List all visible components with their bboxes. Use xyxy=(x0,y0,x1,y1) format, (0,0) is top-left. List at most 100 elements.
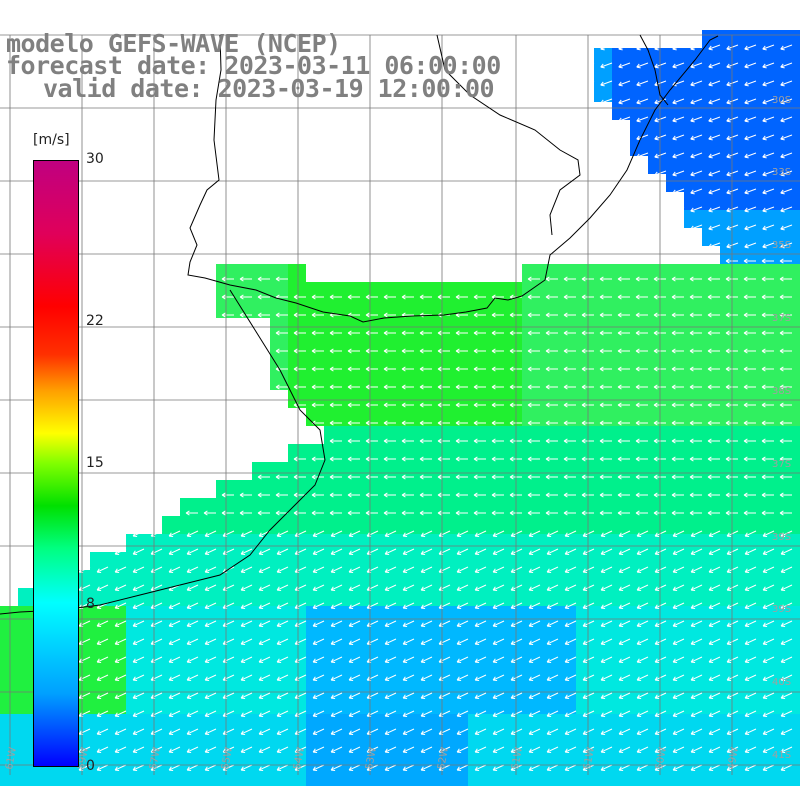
speed-cell xyxy=(432,498,450,516)
speed-cell xyxy=(594,534,612,552)
wind-arrow xyxy=(348,710,361,717)
speed-cell xyxy=(756,624,774,642)
wind-arrow xyxy=(276,530,289,537)
speed-cell xyxy=(630,66,648,84)
speed-cell xyxy=(162,678,180,696)
wind-arrow xyxy=(761,312,774,318)
speed-cell xyxy=(702,102,720,120)
speed-cell xyxy=(738,30,756,48)
wind-arrow xyxy=(114,656,127,663)
wind-arrow xyxy=(528,710,541,717)
wind-arrow xyxy=(402,674,415,681)
speed-cell xyxy=(774,30,792,48)
speed-cell xyxy=(126,750,144,768)
speed-cell xyxy=(360,606,378,624)
wind-arrow xyxy=(672,584,685,591)
speed-cell xyxy=(666,714,684,732)
speed-cell xyxy=(774,390,792,408)
wind-arrow xyxy=(636,116,649,123)
wind-arrow xyxy=(437,366,450,372)
wind-arrow xyxy=(311,312,324,318)
wind-arrow xyxy=(744,98,757,105)
wind-arrow xyxy=(779,276,792,282)
speed-cell xyxy=(414,444,432,462)
speed-cell xyxy=(720,192,738,210)
wind-arrow xyxy=(294,710,307,717)
speed-cell xyxy=(396,678,414,696)
speed-cell xyxy=(504,462,522,480)
wind-arrow xyxy=(599,492,612,498)
speed-cell xyxy=(738,768,756,786)
speed-cell xyxy=(558,462,576,480)
wind-arrow xyxy=(636,656,649,663)
wind-arrow xyxy=(329,294,342,300)
speed-cell xyxy=(342,336,360,354)
wind-arrow xyxy=(780,692,793,699)
wind-arrow xyxy=(690,620,703,627)
speed-cell xyxy=(396,534,414,552)
speed-cell xyxy=(630,714,648,732)
wind-arrow xyxy=(708,620,721,627)
wind-arrow xyxy=(276,764,289,771)
speed-cell xyxy=(252,732,270,750)
speed-cell xyxy=(756,228,774,246)
wind-arrow xyxy=(528,656,541,663)
speed-cell xyxy=(702,156,720,174)
wind-arrow xyxy=(564,620,577,627)
speed-cell xyxy=(774,408,792,426)
speed-cell xyxy=(162,606,180,624)
speed-cell xyxy=(180,750,198,768)
wind-arrow xyxy=(527,294,540,300)
speed-cell xyxy=(468,660,486,678)
wind-arrow xyxy=(510,584,523,591)
speed-cell xyxy=(792,336,800,354)
speed-cell xyxy=(414,372,432,390)
wind-arrow xyxy=(491,366,504,372)
speed-cell xyxy=(684,588,702,606)
speed-cell xyxy=(738,156,756,174)
wind-arrow xyxy=(330,710,343,717)
speed-cell xyxy=(738,552,756,570)
speed-cell xyxy=(180,696,198,714)
speed-cell xyxy=(252,300,270,318)
speed-cell xyxy=(72,768,90,786)
wind-arrow xyxy=(312,602,325,609)
wind-arrow xyxy=(239,276,252,282)
speed-cell xyxy=(612,552,630,570)
speed-cell xyxy=(684,444,702,462)
speed-cell xyxy=(198,768,216,786)
wind-arrow xyxy=(779,474,792,480)
speed-cell xyxy=(774,624,792,642)
speed-cell xyxy=(756,750,774,768)
speed-cell xyxy=(486,516,504,534)
speed-cell xyxy=(396,732,414,750)
speed-cell xyxy=(504,732,522,750)
speed-cell xyxy=(540,714,558,732)
speed-cell xyxy=(270,732,288,750)
speed-cell xyxy=(216,750,234,768)
speed-cell xyxy=(720,390,738,408)
speed-cell xyxy=(342,732,360,750)
wind-arrow xyxy=(636,566,649,573)
speed-cell xyxy=(558,732,576,750)
wind-arrow xyxy=(150,746,163,753)
wind-arrow xyxy=(366,602,379,609)
speed-cell xyxy=(612,264,630,282)
speed-cell xyxy=(684,174,702,192)
speed-cell xyxy=(576,354,594,372)
speed-cell xyxy=(792,174,800,192)
wind-arrow xyxy=(762,80,775,87)
wind-arrow xyxy=(636,620,649,627)
speed-cell xyxy=(198,516,216,534)
speed-cell xyxy=(504,714,522,732)
speed-cell xyxy=(684,570,702,588)
wind-arrow xyxy=(420,620,433,627)
wind-arrow xyxy=(708,80,721,87)
wind-arrow xyxy=(743,474,756,480)
wind-arrow xyxy=(366,584,379,591)
speed-cell xyxy=(702,714,720,732)
wind-arrow xyxy=(528,764,541,771)
wind-arrow xyxy=(600,692,613,699)
speed-cell xyxy=(0,750,18,768)
wind-arrow xyxy=(186,656,199,663)
